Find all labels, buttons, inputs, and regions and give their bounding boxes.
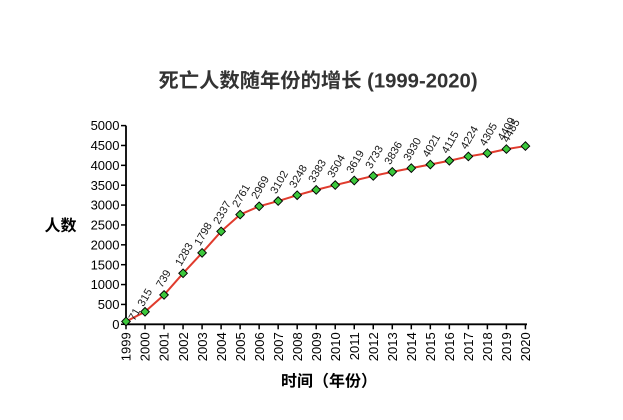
svg-text:(1999-2020): (1999-2020) [367, 71, 478, 93]
svg-text:2012: 2012 [366, 332, 381, 361]
svg-text:4000: 4000 [91, 158, 120, 173]
svg-text:2019: 2019 [499, 332, 514, 361]
svg-text:0: 0 [112, 317, 119, 332]
svg-text:4500: 4500 [91, 138, 120, 153]
svg-text:1000: 1000 [91, 277, 120, 292]
svg-text:3500: 3500 [91, 178, 120, 193]
svg-text:2005: 2005 [233, 332, 248, 361]
svg-text:2003: 2003 [195, 332, 210, 361]
svg-text:2013: 2013 [385, 332, 400, 361]
svg-text:2020: 2020 [518, 332, 533, 361]
svg-text:2002: 2002 [176, 332, 191, 361]
svg-text:2016: 2016 [442, 332, 457, 361]
svg-text:3000: 3000 [91, 198, 120, 213]
svg-text:1999: 1999 [119, 332, 134, 361]
svg-text:2015: 2015 [423, 332, 438, 361]
svg-text:5000: 5000 [91, 118, 120, 133]
svg-text:2007: 2007 [271, 332, 286, 361]
svg-text:2001: 2001 [157, 332, 172, 361]
svg-text:2008: 2008 [290, 332, 305, 361]
svg-text:2500: 2500 [91, 218, 120, 233]
svg-text:2010: 2010 [328, 332, 343, 361]
svg-text:2018: 2018 [480, 332, 495, 361]
svg-text:2017: 2017 [461, 332, 476, 361]
svg-text:71: 71 [127, 306, 144, 323]
svg-text:2014: 2014 [404, 332, 419, 361]
svg-text:2006: 2006 [252, 332, 267, 361]
svg-text:500: 500 [98, 297, 120, 312]
svg-text:2000: 2000 [91, 237, 120, 252]
svg-text:2000: 2000 [138, 332, 153, 361]
svg-text:2009: 2009 [309, 332, 324, 361]
svg-text:2011: 2011 [347, 332, 362, 360]
svg-text:1500: 1500 [91, 257, 120, 272]
svg-text:2004: 2004 [214, 332, 229, 361]
